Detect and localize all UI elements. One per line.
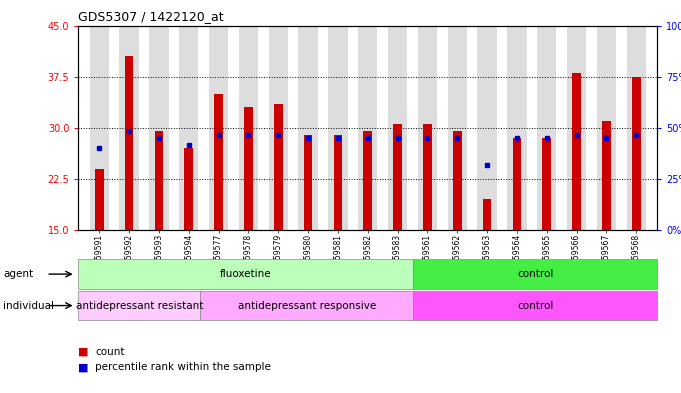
Bar [567,26,586,230]
Bar [209,26,228,230]
Bar [78,291,200,320]
Bar [447,26,467,230]
Bar [364,131,372,230]
Bar [298,26,318,230]
Bar [627,26,646,230]
Text: control: control [517,301,554,310]
Bar [334,134,343,230]
Bar [417,26,437,230]
Bar [602,121,611,230]
Bar [274,104,283,230]
Text: agent: agent [3,269,33,279]
Bar [304,134,313,230]
Text: ■: ■ [78,362,89,373]
Bar [149,26,169,230]
Bar [507,26,526,230]
Bar [453,131,462,230]
Text: count: count [95,347,125,357]
Bar [572,73,581,230]
Text: fluoxetine: fluoxetine [220,269,272,279]
Bar [200,291,413,320]
Text: individual: individual [3,301,54,310]
Bar [423,124,432,230]
Bar [483,199,492,230]
Bar [328,26,347,230]
Bar [413,291,657,320]
Text: GDS5307 / 1422120_at: GDS5307 / 1422120_at [78,10,224,23]
Bar [155,131,163,230]
Bar [119,26,139,230]
Bar [358,26,377,230]
Text: ■: ■ [78,347,89,357]
Bar [393,124,402,230]
Bar [239,26,258,230]
Text: control: control [517,269,554,279]
Bar [413,259,657,289]
Bar [244,107,253,230]
Text: antidepressant resistant: antidepressant resistant [76,301,203,310]
Bar [632,77,641,230]
Bar [78,259,413,289]
Bar [125,56,133,230]
Bar [542,138,551,230]
Bar [89,26,109,230]
Bar [95,169,104,230]
Bar [388,26,407,230]
Bar [513,138,521,230]
Bar [268,26,288,230]
Text: antidepressant responsive: antidepressant responsive [238,301,376,310]
Bar [537,26,556,230]
Bar [179,26,198,230]
Bar [215,94,223,230]
Bar [477,26,496,230]
Bar [185,148,193,230]
Bar [597,26,616,230]
Text: percentile rank within the sample: percentile rank within the sample [95,362,271,373]
